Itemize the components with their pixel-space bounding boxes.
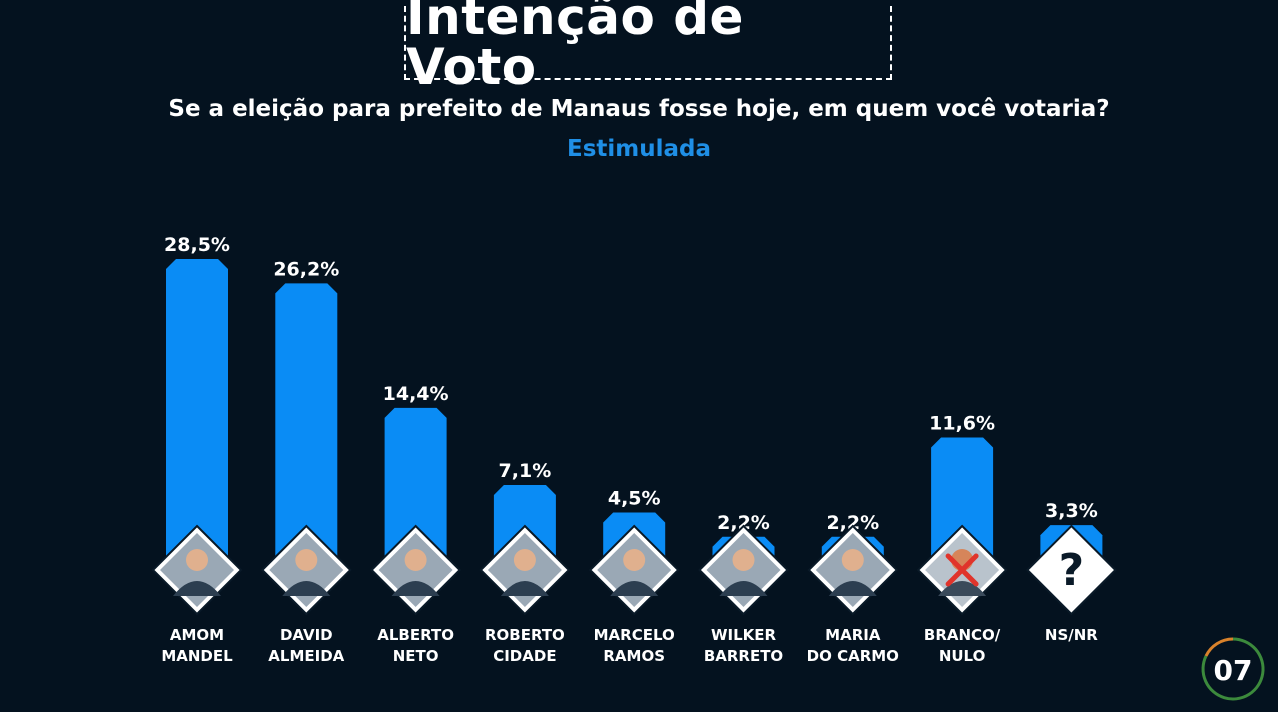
value-label: 28,5%: [164, 234, 230, 256]
value-label: 3,3%: [1045, 500, 1098, 522]
bar: [166, 259, 228, 560]
category-label: AMOM: [170, 626, 224, 644]
category-label: NETO: [393, 647, 439, 665]
person-body-icon: [828, 581, 877, 596]
person-body-icon: [610, 581, 659, 596]
category-label: DAVID: [280, 626, 333, 644]
category-label: MANDEL: [161, 647, 233, 665]
person-head-icon: [295, 549, 318, 571]
page-title: Intenção de Voto: [406, 0, 744, 96]
person-body-icon: [173, 581, 221, 596]
person-head-icon: [404, 549, 427, 571]
page-number-badge: 07: [1201, 637, 1265, 701]
category-label: RAMOS: [603, 647, 665, 665]
person-head-icon: [841, 549, 864, 571]
category-label: WILKER: [711, 626, 777, 644]
title-frame: Intenção de Voto: [404, 0, 892, 92]
category-label: MARCELO: [594, 626, 675, 644]
category-label: DO CARMO: [807, 647, 899, 665]
survey-type-label: Estimulada: [566, 136, 711, 162]
bar: [931, 437, 994, 560]
person-body-icon: [500, 581, 549, 596]
category-label: NS/NR: [1045, 626, 1098, 644]
cross-stroke-icon: [945, 553, 979, 587]
diamond-frame: [1025, 524, 1117, 616]
category-label: CIDADE: [493, 647, 556, 665]
value-label: 26,2%: [273, 258, 339, 280]
value-label: 2,2%: [826, 512, 879, 534]
category-label: NULO: [939, 647, 986, 665]
category-label: ALBERTO: [377, 626, 454, 644]
person-head-icon: [186, 549, 208, 571]
value-label: 14,4%: [383, 383, 449, 405]
category-label: BARRETO: [704, 647, 783, 665]
category-label: MARIA: [825, 626, 881, 644]
person-body-icon: [391, 581, 440, 596]
chart-subtitle: Se a eleição para prefeito de Manaus fos…: [168, 96, 1110, 122]
badge-ring-accent-icon: [1204, 637, 1234, 657]
badge-ring-icon: [1201, 637, 1265, 701]
value-label: 11,6%: [929, 413, 995, 435]
bar: [384, 407, 447, 560]
value-label: 4,5%: [608, 487, 661, 509]
person-head-icon: [513, 549, 536, 571]
category-label: ROBERTO: [485, 626, 565, 644]
page-number: 07: [1214, 654, 1253, 687]
person-head-icon: [732, 549, 755, 571]
value-label: 2,2%: [717, 512, 770, 534]
value-label: 7,1%: [499, 460, 552, 482]
person-body-icon: [282, 581, 331, 596]
bar: [275, 283, 338, 560]
person-head-icon: [623, 549, 646, 571]
category-label: BRANCO/: [924, 626, 1001, 644]
person-body-icon: [719, 581, 768, 596]
question-mark-icon: ?: [1059, 545, 1085, 596]
category-label: ALMEIDA: [268, 647, 344, 665]
